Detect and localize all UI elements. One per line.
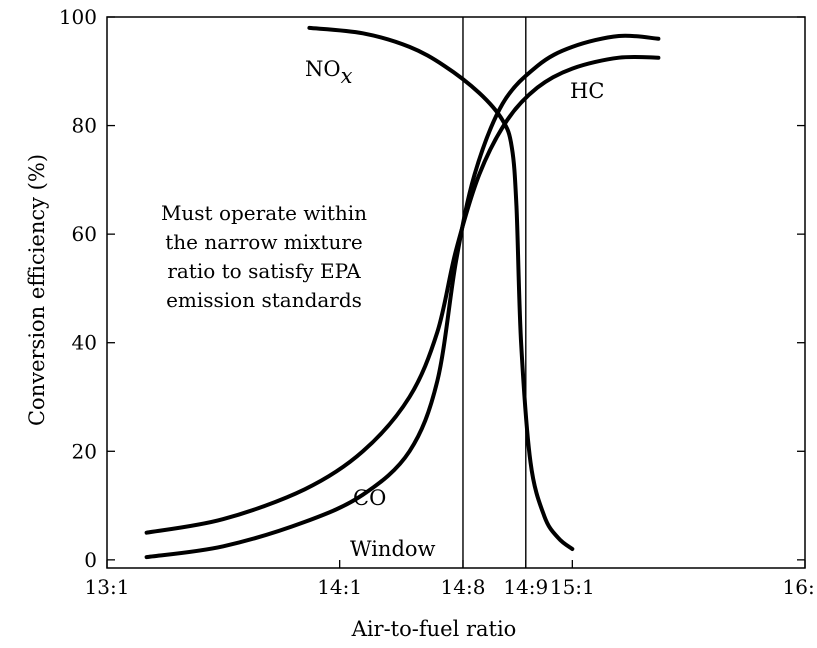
x-tick-label: 16:1: [783, 575, 817, 599]
annotation-line-3: ratio to satisfy EPA: [167, 259, 361, 283]
curves: [144, 25, 661, 560]
operating-window: [462, 17, 527, 568]
x-tick-label: 14:8: [441, 575, 486, 599]
window-label: Window: [350, 537, 436, 561]
y-tick-label: 100: [59, 5, 97, 29]
x-axis-title: Air-to-fuel ratio: [351, 617, 517, 641]
annotation-line-2: the narrow mixture: [165, 230, 363, 254]
nox-curve: [307, 25, 575, 551]
plot-border: [106, 16, 806, 569]
nox-label-main: NO: [305, 57, 341, 81]
hc-series-label: HC: [570, 79, 604, 103]
nox-series-label: NOx: [305, 57, 353, 88]
x-axis: 13:1 14:1 14:8 14:915:1 16:1: [85, 560, 817, 599]
x-tick-label: 15:1: [550, 575, 595, 599]
y-axis: 0 20 40 60 80 100: [59, 5, 805, 572]
y-tick-label: 40: [72, 331, 97, 355]
y-tick-label: 60: [72, 222, 97, 246]
x-tick-label: 14:1: [317, 575, 362, 599]
co-series-label: CO: [353, 486, 386, 510]
y-axis-title: Conversion efficiency (%): [25, 154, 49, 426]
annotation-line-1: Must operate within: [161, 201, 367, 225]
x-tick-label: 13:1: [85, 575, 130, 599]
plot-frame: [106, 16, 806, 569]
co-curve: [144, 33, 661, 560]
annotation-line-4: emission standards: [166, 288, 362, 312]
hc-curve: [144, 54, 661, 535]
y-tick-label: 80: [72, 114, 97, 138]
y-tick-label: 0: [84, 548, 97, 572]
y-tick-label: 20: [72, 439, 97, 463]
nox-label-subscript: x: [341, 64, 353, 88]
x-tick-label: 14:9: [503, 575, 548, 599]
